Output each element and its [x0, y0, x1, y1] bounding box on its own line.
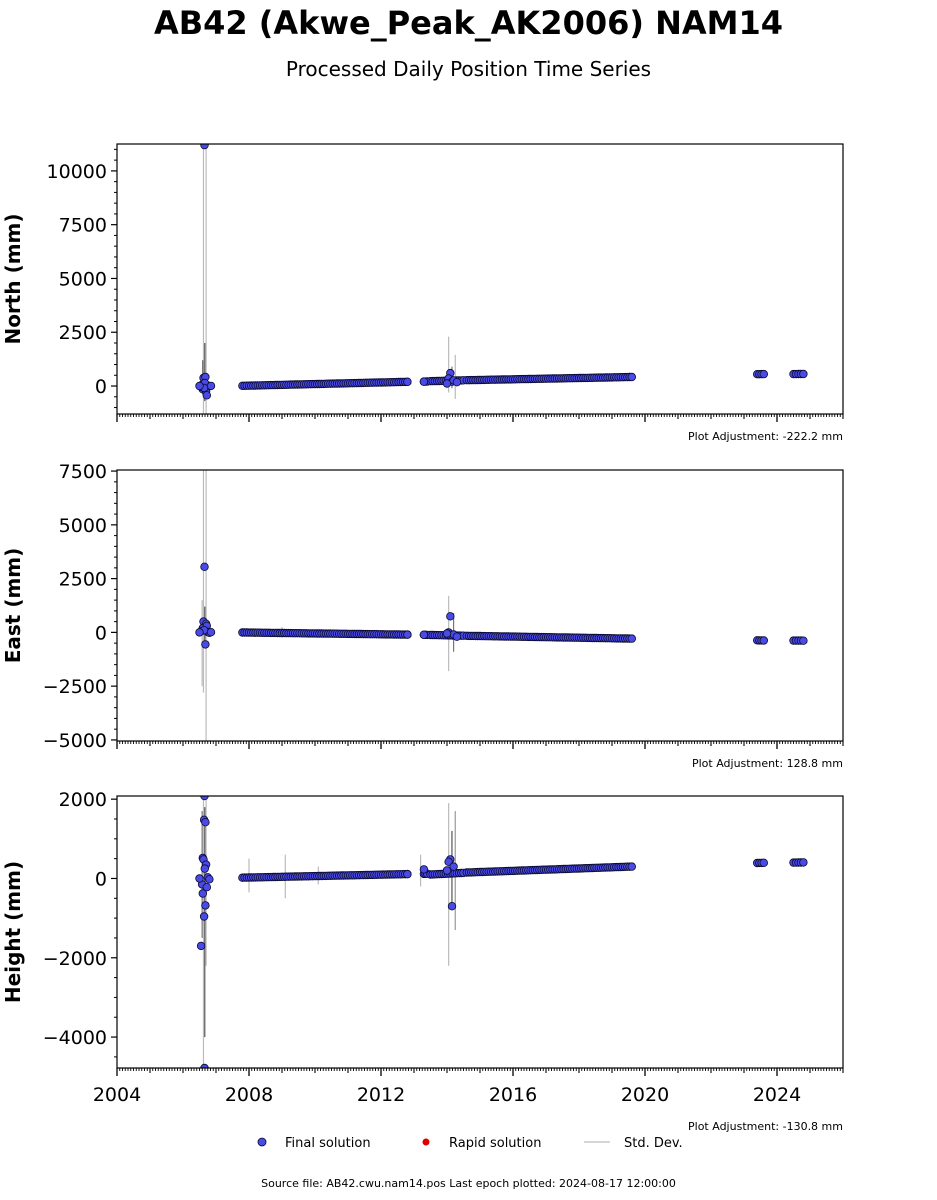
y-tick-label: 7500: [59, 461, 107, 483]
data-point: [452, 378, 462, 387]
axes-frame-height: [116, 795, 844, 1069]
data-point: [200, 864, 209, 873]
x-tick-label: 2004: [93, 1084, 141, 1106]
data-point: [201, 901, 210, 910]
legend: Final solution Rapid solution Std. Dev.: [0, 1136, 937, 1158]
y-tick-label: 0: [95, 868, 107, 890]
data-point: [444, 857, 453, 866]
y-tick-label: 2000: [59, 789, 107, 811]
data-point: [201, 818, 210, 827]
source-footer: Source file: AB42.cwu.nam14.pos Last epo…: [261, 1177, 676, 1190]
data-point: [201, 640, 210, 649]
data-point: [403, 869, 412, 879]
panel-height: −4000 −2000 0 2000 2004 2008 2012 2016 2020 2024 H…: [1, 789, 844, 1133]
data-point: [759, 636, 768, 645]
data-point: [206, 381, 216, 391]
data-point: [200, 562, 209, 571]
data-point: [627, 372, 636, 382]
data-point: [799, 636, 808, 645]
data-point: [206, 628, 216, 637]
std-dev-line-icon: [584, 1136, 610, 1151]
plot-adjustment-north: Plot Adjustment: -222.2 mm: [688, 430, 843, 443]
legend-label-rapid: Rapid solution: [449, 1136, 542, 1151]
data-point: [403, 377, 412, 386]
x-tick-label: 2024: [753, 1084, 801, 1106]
data-point: [195, 628, 204, 637]
legend-item-rapid: Rapid solution: [421, 1136, 541, 1151]
legend-item-std: Std. Dev.: [584, 1136, 683, 1151]
data-point: [419, 865, 429, 874]
y-tick-label: 2500: [59, 569, 107, 591]
y-tick-label: −2500: [43, 676, 107, 698]
chart-title: AB42 (Akwe_Peak_AK2006) NAM14: [153, 4, 784, 42]
data-point: [799, 858, 808, 867]
data-point: [205, 875, 214, 884]
data-point: [442, 629, 452, 638]
data-point: [199, 912, 209, 921]
data-point: [200, 144, 209, 150]
x-tick-label: 2016: [489, 1084, 537, 1106]
data-point: [759, 858, 768, 867]
y-tick-label: −2000: [43, 948, 107, 970]
panel-north: 0 2500 5000 7500 10000 North (mm) Plot Adjustm…: [1, 143, 844, 443]
x-tick-label: 2012: [357, 1084, 405, 1106]
x-tick-label: 2020: [621, 1084, 669, 1106]
y-tick-label: −4000: [43, 1027, 107, 1049]
y-tick-label: 0: [95, 622, 107, 644]
plot-adjustment-east: Plot Adjustment: 128.8 mm: [692, 757, 843, 770]
legend-label-final: Final solution: [285, 1136, 371, 1151]
legend-label-std: Std. Dev.: [624, 1136, 683, 1151]
y-tick-label: 5000: [59, 515, 107, 537]
axes-frame-north: [116, 143, 844, 415]
chart-subtitle: Processed Daily Position Time Series: [285, 57, 652, 81]
data-point: [403, 630, 412, 639]
data-point: [799, 369, 808, 379]
y-tick-label: −5000: [43, 730, 107, 752]
y-axis-label-east: East (mm): [1, 548, 25, 664]
plot-area-north: [195, 144, 808, 414]
axes-frame-east: [116, 469, 844, 742]
data-point: [446, 612, 455, 621]
y-axis-label-height: Height (mm): [1, 861, 25, 1003]
data-point: [419, 377, 429, 386]
data-point: [419, 630, 429, 639]
data-point: [452, 632, 462, 641]
y-axis-label-north: North (mm): [1, 213, 25, 344]
data-point: [198, 889, 207, 898]
y-tick-label: 2500: [59, 322, 107, 344]
data-point: [195, 874, 204, 883]
x-tick-label: 2008: [225, 1084, 273, 1106]
data-point: [195, 381, 204, 391]
y-tick-label: 5000: [59, 268, 107, 290]
data-point: [202, 391, 211, 400]
rapid-solution-marker-icon: [421, 1136, 431, 1151]
y-tick-label: 10000: [47, 161, 107, 183]
y-tick-label: 0: [95, 376, 107, 398]
data-point: [449, 862, 458, 871]
data-point: [759, 369, 768, 379]
plot-adjustment-height: Plot Adjustment: -130.8 mm: [688, 1120, 843, 1133]
y-tick-label: 7500: [59, 215, 107, 237]
plot-area-height: [195, 796, 808, 1068]
data-point: [447, 902, 457, 911]
plot-area-east: [195, 470, 808, 741]
data-point: [442, 866, 452, 875]
data-point: [627, 634, 636, 643]
panel-east: −5000 −2500 0 2500 5000 7500 East (mm) Plot Adj…: [1, 461, 844, 770]
data-point: [196, 941, 206, 951]
data-point: [202, 883, 211, 892]
legend-item-final: Final solution: [257, 1136, 371, 1151]
final-solution-marker-icon: [257, 1136, 267, 1151]
data-point: [627, 862, 636, 871]
